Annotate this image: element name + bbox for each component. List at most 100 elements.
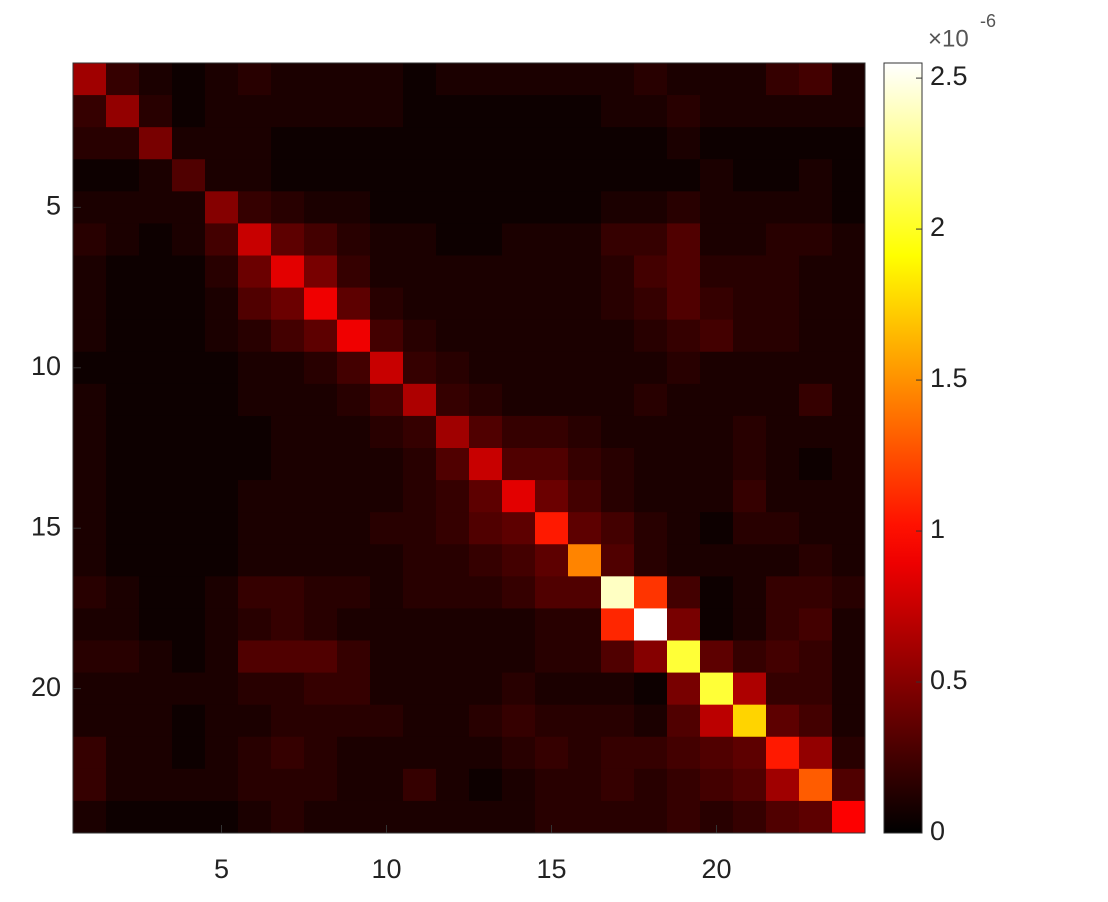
heatmap-cell xyxy=(436,191,470,224)
heatmap-cell xyxy=(403,448,437,481)
heatmap-cell xyxy=(535,608,569,641)
heatmap-cell xyxy=(568,640,602,673)
heatmap-cell xyxy=(634,480,668,513)
heatmap-cell xyxy=(799,704,833,738)
heatmap-cell xyxy=(733,191,767,224)
heatmap-cell xyxy=(502,159,536,192)
heatmap-cell xyxy=(73,640,107,673)
heatmap-cell xyxy=(568,159,602,192)
heatmap-cell xyxy=(172,63,206,96)
heatmap-cell xyxy=(73,480,107,513)
heatmap-cell xyxy=(106,576,140,609)
x-tick-label: 10 xyxy=(371,854,401,884)
heatmap-cell xyxy=(337,608,371,641)
heatmap-cell xyxy=(568,480,602,513)
heatmap-cell xyxy=(634,191,668,224)
heatmap-cell xyxy=(304,640,338,673)
heatmap-cell xyxy=(337,159,371,192)
heatmap-cell xyxy=(601,448,635,481)
heatmap-cell xyxy=(469,608,503,641)
heatmap-cell xyxy=(337,544,371,577)
heatmap-cell xyxy=(370,512,404,545)
heatmap-cell xyxy=(172,319,206,353)
heatmap-cell xyxy=(832,223,866,256)
heatmap-cell xyxy=(535,223,569,256)
heatmap-cell xyxy=(700,544,734,577)
heatmap-cell xyxy=(73,736,107,770)
heatmap-cell xyxy=(502,95,536,128)
heatmap-cell xyxy=(403,415,437,449)
heatmap-cell xyxy=(766,351,800,385)
heatmap-cell xyxy=(436,672,470,706)
heatmap-cell xyxy=(337,127,371,160)
heatmap-cell xyxy=(469,672,503,706)
heatmap-cell xyxy=(370,768,404,802)
heatmap-cell xyxy=(568,255,602,288)
y-tick-label: 5 xyxy=(46,191,61,221)
heatmap-cell xyxy=(832,191,866,224)
heatmap-cell xyxy=(733,544,767,577)
heatmap-cell xyxy=(799,672,833,706)
heatmap-cell xyxy=(436,223,470,256)
heatmap-cell xyxy=(370,159,404,192)
heatmap-cell xyxy=(337,448,371,481)
heatmap-cell xyxy=(766,319,800,353)
heatmap-cell xyxy=(73,319,107,353)
heatmap-cell xyxy=(799,800,833,834)
heatmap-cell xyxy=(832,640,866,673)
heatmap-cell xyxy=(634,287,668,321)
heatmap-cell xyxy=(832,127,866,160)
heatmap-cell xyxy=(700,768,734,802)
heatmap-cell xyxy=(73,159,107,192)
heatmap-cell xyxy=(502,448,536,481)
heatmap-cell xyxy=(139,480,173,513)
heatmap-cell xyxy=(370,608,404,641)
heatmap-cell xyxy=(634,255,668,288)
heatmap-cell xyxy=(733,672,767,706)
heatmap-cell xyxy=(700,576,734,609)
heatmap-cell xyxy=(700,736,734,770)
heatmap-cell xyxy=(535,191,569,224)
heatmap-cell xyxy=(172,448,206,481)
heatmap-cell xyxy=(799,512,833,545)
heatmap-cell xyxy=(271,448,305,481)
heatmap-cell xyxy=(205,704,239,738)
heatmap-cell xyxy=(700,704,734,738)
heatmap-cell xyxy=(205,768,239,802)
heatmap-cell xyxy=(502,63,536,96)
heatmap-cell xyxy=(502,127,536,160)
heatmap-cell xyxy=(238,319,272,353)
heatmap-cell xyxy=(304,191,338,224)
heatmap-cell xyxy=(832,672,866,706)
heatmap-cell xyxy=(799,448,833,481)
heatmap-cell xyxy=(271,383,305,417)
heatmap-cell xyxy=(205,351,239,385)
heatmap-cell xyxy=(766,127,800,160)
heatmap-cell xyxy=(172,351,206,385)
heatmap-cell xyxy=(700,480,734,513)
heatmap-cell xyxy=(304,95,338,128)
heatmap-cell xyxy=(502,383,536,417)
heatmap-cell xyxy=(700,351,734,385)
heatmap-cell xyxy=(271,287,305,321)
heatmap-cell xyxy=(205,544,239,577)
heatmap-cell xyxy=(832,448,866,481)
heatmap-cell xyxy=(601,640,635,673)
heatmap-cell xyxy=(766,672,800,706)
heatmap-cell xyxy=(436,512,470,545)
heatmap-cell xyxy=(304,287,338,321)
heatmap-cell xyxy=(337,63,371,96)
heatmap-cell xyxy=(601,159,635,192)
heatmap-cell xyxy=(766,95,800,128)
heatmap-cell xyxy=(667,223,701,256)
heatmap-cell xyxy=(568,768,602,802)
heatmap-cell xyxy=(304,800,338,834)
heatmap-cell xyxy=(469,191,503,224)
heatmap-cell xyxy=(304,480,338,513)
heatmap-cell xyxy=(436,448,470,481)
heatmap-cell xyxy=(73,768,107,802)
heatmap-cell xyxy=(106,768,140,802)
heatmap-cell xyxy=(766,800,800,834)
heatmap-cell xyxy=(667,768,701,802)
